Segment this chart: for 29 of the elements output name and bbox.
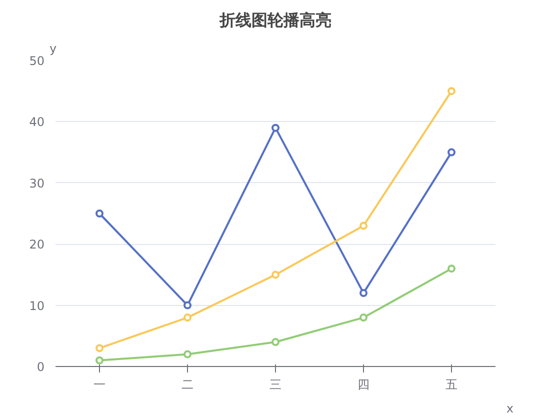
point	[96, 210, 104, 218]
y-tick-label: 0	[36, 360, 45, 374]
y-tick-label: 10	[29, 298, 45, 313]
y-axis-title: y	[50, 42, 57, 56]
point	[360, 222, 368, 230]
chart-title: 折线图轮播高亮	[218, 10, 332, 30]
point	[184, 314, 192, 322]
point	[448, 148, 456, 156]
point	[184, 301, 192, 310]
point	[360, 289, 368, 298]
x-tick-label: 二	[182, 378, 194, 392]
point	[448, 264, 456, 273]
x-tick-label: 五	[446, 378, 458, 392]
x-tick-label: 一	[94, 378, 106, 392]
y-tick-label: 50	[29, 54, 45, 68]
point	[360, 314, 368, 322]
point	[96, 356, 104, 364]
point	[184, 350, 192, 358]
point	[272, 270, 280, 279]
point	[272, 338, 280, 346]
x-tick-label: 三	[270, 378, 282, 392]
y-tick-label: 20	[29, 238, 45, 252]
point	[448, 87, 456, 96]
y-tick-label: 40	[29, 115, 45, 130]
y-tick-label: 30	[29, 176, 45, 190]
point	[272, 124, 280, 132]
x-tick-label: 四	[358, 378, 370, 392]
point	[96, 344, 104, 352]
x-axis-title: x	[506, 402, 514, 416]
